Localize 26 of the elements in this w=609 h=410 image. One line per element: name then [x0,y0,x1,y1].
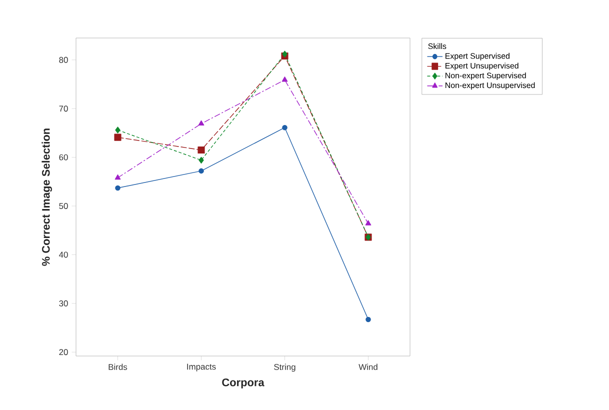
x-tick-label: String [274,364,296,372]
y-tick-label: 50 [59,203,68,209]
point [198,120,204,126]
y-tick-label: 70 [59,106,68,112]
x-tick-label: Impacts [187,364,216,372]
point [115,126,120,134]
x-tick-label: Wind [358,364,378,370]
x-axis-title: Corpora [222,378,264,388]
point [365,220,372,226]
point [366,316,371,322]
point [114,134,122,141]
point [198,146,205,154]
y-tick-label: 40 [59,252,68,258]
point [282,76,288,82]
x-tick-label: Birds [108,364,128,370]
y-axis-title: % Correct Image Selection [42,128,52,266]
y-tick-label: 30 [59,300,68,306]
y-tick-label: 60 [59,154,68,160]
point [115,185,120,191]
y-tick-label: 20 [59,349,68,356]
y-tick-label: 80 [59,56,68,63]
point [282,124,288,130]
point [114,174,121,180]
point [282,50,288,58]
point [198,156,204,164]
point [198,168,204,174]
